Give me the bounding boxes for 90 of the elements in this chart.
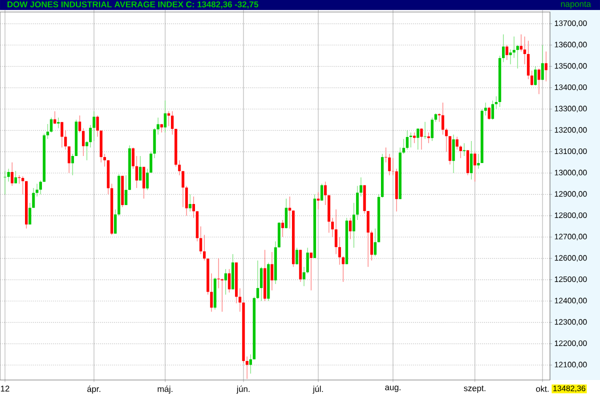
candlestick: [199, 226, 202, 254]
candlestick: [217, 258, 220, 289]
candlestick: [409, 132, 412, 148]
text: naponta: [561, 1, 592, 9]
candlestick: [506, 44, 508, 60]
candlestick: [188, 194, 192, 212]
candlestick: [10, 162, 14, 186]
candlestick: [441, 102, 444, 135]
candlestick: [413, 132, 416, 144]
candlestick: [324, 181, 327, 206]
candlestick: [456, 136, 458, 150]
candlestick: [256, 260, 260, 300]
candlestick: [388, 154, 391, 176]
candlestick: [14, 170, 18, 184]
candlestick: [488, 106, 490, 120]
candlestick: [370, 230, 374, 261]
candlestick: [374, 228, 377, 257]
candlestick: [502, 34, 505, 62]
candlestick: [260, 266, 263, 302]
candlestick: [445, 128, 448, 152]
candlestick: [530, 70, 534, 86]
candlestick: [474, 151, 476, 182]
candlestick: [366, 210, 370, 268]
x-tick-label: máj.: [158, 386, 172, 394]
candlestick: [459, 145, 462, 158]
x-tick-label: jún.: [236, 386, 250, 394]
candlestick: [544, 51, 548, 82]
candlestick: [296, 247, 298, 266]
candlestick: [114, 209, 117, 234]
candlestick: [534, 66, 537, 86]
candlestick: [71, 154, 74, 176]
candlestick: [352, 202, 356, 248]
candlestick: [96, 115, 99, 138]
candlestick: [28, 202, 32, 225]
candlestick: [284, 198, 288, 229]
candlestick: [92, 110, 96, 142]
candlestick: [526, 40, 530, 80]
candlestick: [384, 147, 388, 163]
candlestick: [57, 117, 60, 129]
candlestick: [338, 236, 341, 266]
candlestick: [4, 170, 6, 195]
candlestick: [228, 268, 231, 293]
candlestick: [316, 192, 320, 210]
candlestick: [164, 100, 167, 133]
candlestick: [192, 196, 196, 218]
candlestick: [32, 188, 35, 208]
candlestick: [249, 354, 252, 374]
candlestick: [46, 124, 50, 140]
candlestick: [424, 122, 426, 140]
candlestick: [178, 160, 181, 176]
x-tick-label: szept.: [464, 386, 486, 393]
candlestick: [520, 34, 523, 52]
candlestick: [50, 117, 53, 133]
candlestick: [103, 154, 106, 167]
candlestick: [334, 209, 338, 254]
candlestick: [466, 150, 470, 176]
candlestick: [86, 140, 88, 161]
candlestick: [39, 180, 42, 195]
candlestick: [491, 100, 494, 120]
candlestick: [406, 130, 409, 150]
candlestick: [523, 36, 526, 65]
candlestick: [541, 44, 544, 80]
candlestick: [142, 166, 146, 199]
candlestick: [470, 140, 473, 180]
chart-title: DOW JONES INDUSTRIAL AVERAGE INDEX C: 13482,36 -32,75: [8, 1, 258, 9]
candlestick: [146, 168, 149, 190]
x-tick-label: aug.: [385, 386, 400, 392]
candlestick: [420, 128, 423, 150]
candlestick: [516, 44, 519, 69]
candlestick: [320, 183, 324, 201]
candlestick: [224, 268, 228, 295]
candlestick: [82, 128, 85, 156]
candlestick: [270, 252, 274, 291]
candlestick: [135, 156, 138, 188]
x-tick-label: okt.: [536, 386, 549, 392]
candlestick: [170, 110, 174, 135]
candlestick: [348, 218, 352, 240]
candlestick: [462, 142, 466, 156]
x-tick-label: 12: [0, 386, 10, 392]
candlestick: [78, 115, 82, 133]
candlestick: [452, 134, 455, 174]
x-tick-label: ápr.: [87, 386, 100, 394]
candlestick: [416, 128, 420, 150]
candlestick: [132, 147, 134, 170]
candlestick: [310, 252, 312, 291]
candlestick: [538, 68, 540, 94]
candlestick: [138, 156, 142, 181]
candlestick: [60, 122, 64, 148]
candlestick: [430, 117, 434, 142]
x-tick-label: júl.: [312, 386, 323, 394]
